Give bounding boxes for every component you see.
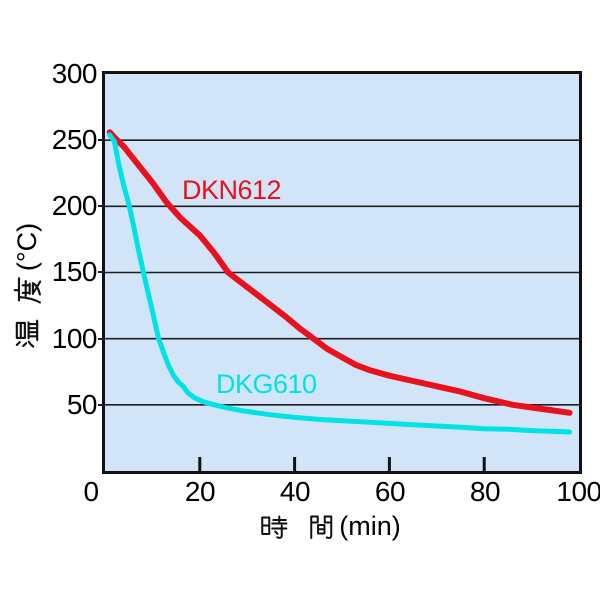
x-tick-label-40: 40 [279, 476, 311, 507]
y-axis-title: (°C) [12, 223, 42, 349]
chart-lines-svg [105, 129, 579, 471]
x-tick-label-20: 20 [184, 476, 216, 507]
y-axis-unit: (°C) [12, 222, 42, 272]
y-tick-label-100: 100 [51, 323, 98, 354]
y-axis-tick-150 [98, 271, 105, 273]
y-tick-label-300: 300 [51, 58, 98, 89]
y-tick-label-250: 250 [51, 124, 98, 155]
y-tick-label-200: 200 [51, 190, 98, 221]
kanji-do-degree-icon [13, 277, 42, 304]
x-tick-label-80: 80 [469, 476, 501, 507]
y-axis-tick-200 [98, 205, 105, 207]
kanji-toki-time-icon [261, 515, 288, 539]
x-axis-unit: (min) [339, 511, 401, 541]
series-label-dkn612: DKN612 [182, 175, 282, 205]
y-axis-tick-250 [98, 139, 105, 141]
x-tick-label-100: 100 [556, 476, 600, 507]
y-axis-tick-50 [98, 404, 105, 406]
y-axis-tick-100 [98, 338, 105, 340]
plot-area [102, 71, 582, 474]
series-label-dkg610: DKG610 [216, 369, 317, 399]
kanji-on-warm-icon [15, 319, 39, 348]
x-tick-label-0: 0 [83, 476, 99, 507]
x-tick-label-60: 60 [374, 476, 406, 507]
y-tick-label-50: 50 [66, 389, 98, 420]
y-tick-label-150: 150 [51, 256, 98, 287]
kanji-kan-interval-icon [310, 515, 333, 539]
x-axis-title: (min) [259, 511, 401, 541]
